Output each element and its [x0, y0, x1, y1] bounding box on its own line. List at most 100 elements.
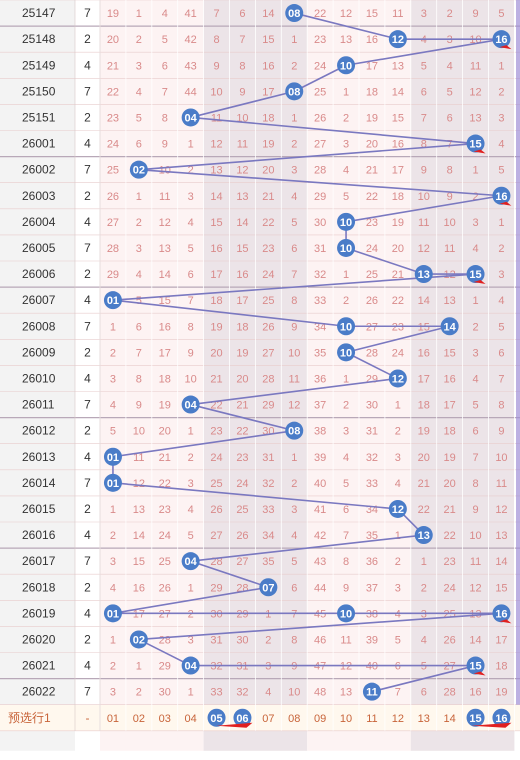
hit-ball	[414, 265, 433, 284]
cell-number: 35	[314, 347, 326, 359]
cell-number: 4	[472, 373, 478, 385]
cell-number: 2	[291, 478, 297, 490]
cell-number: 37	[366, 582, 378, 594]
cell-number: 1	[421, 556, 427, 568]
cell-number: 1	[136, 8, 142, 20]
cell-number: 19	[392, 217, 404, 229]
hit-ball	[466, 656, 485, 675]
cell-number: 24	[314, 60, 326, 72]
hit-ball-label: 10	[340, 608, 352, 620]
cell-number: 19	[159, 400, 171, 412]
cell-number: 18	[366, 86, 378, 98]
cell-number: 10	[418, 191, 430, 203]
hit-ball-label: 12	[392, 34, 404, 46]
cell-number: 7	[213, 8, 219, 20]
hit-ball	[285, 421, 304, 440]
cell-number: 48	[314, 687, 326, 699]
cell-number: 33	[262, 504, 274, 516]
cell-number: 12	[418, 243, 430, 255]
cell-number: 10	[444, 217, 456, 229]
cell-number: 3	[343, 139, 349, 151]
cell-number: 33	[314, 295, 326, 307]
cell-number: 2	[343, 112, 349, 124]
value-label: 2	[84, 632, 91, 646]
hit-ball	[362, 682, 381, 701]
cell-number: 24	[366, 243, 378, 255]
cell-number: 5	[343, 478, 349, 490]
cell-number: 25	[236, 504, 248, 516]
period-label: 26019	[22, 606, 56, 620]
cell-number: 29	[210, 582, 222, 594]
cell-number: 12	[133, 478, 145, 490]
hit-ball	[388, 499, 407, 518]
cell-number: 16	[366, 34, 378, 46]
cell-number: 14	[262, 8, 274, 20]
connector-line-layer	[112, 12, 502, 693]
cell-number: 3	[498, 112, 504, 124]
cell-number: 25	[444, 608, 456, 620]
footer-number: 11	[366, 713, 377, 725]
cell-number: 16	[210, 243, 222, 255]
cell-number: 1	[188, 687, 194, 699]
cell-number: 17	[418, 373, 430, 385]
cell-number: 16	[159, 321, 171, 333]
period-label: 26021	[22, 659, 56, 673]
hit-ball-label: 01	[107, 608, 119, 620]
cell-number: 31	[210, 634, 222, 646]
cell-number: 9	[291, 661, 297, 673]
cell-number: 8	[447, 165, 453, 177]
period-label: 25148	[22, 32, 56, 46]
cell-number: 16	[236, 269, 248, 281]
cell-number: 22	[418, 504, 430, 516]
cell-number: 12	[288, 400, 300, 412]
cell-number: 2	[472, 321, 478, 333]
cell-number: 30	[210, 608, 222, 620]
cell-number: 2	[395, 426, 401, 438]
connector-line	[112, 429, 295, 458]
cell-number: 4	[136, 269, 142, 281]
cell-number: 12	[495, 504, 507, 516]
cell-number: 27	[210, 530, 222, 542]
cell-number: 29	[159, 661, 171, 673]
footer-number: 07	[262, 713, 274, 725]
cell-number: 4	[188, 504, 194, 516]
cell-number: 9	[498, 426, 504, 438]
footer-number: 12	[392, 713, 404, 725]
cell-number: 2	[188, 608, 194, 620]
hit-ball-label: 12	[392, 373, 404, 385]
cell-number: 21	[366, 165, 378, 177]
cell-number: 17	[366, 60, 378, 72]
hit-ball	[103, 291, 122, 310]
cell-number: 1	[343, 269, 349, 281]
value-label: 7	[84, 241, 91, 255]
cell-number: 32	[366, 452, 378, 464]
cell-number: 41	[185, 8, 197, 20]
connector-line	[190, 377, 398, 406]
cell-number: 17	[262, 86, 274, 98]
cell-number: 4	[188, 217, 194, 229]
footer-ball	[492, 708, 511, 727]
cell-number: 20	[444, 478, 456, 490]
cell-number: 5	[472, 400, 478, 412]
cell-number: 11	[211, 112, 222, 124]
cell-number: 30	[236, 634, 248, 646]
cell-number: 17	[236, 295, 248, 307]
cell-number: 6	[395, 661, 401, 673]
cell-number: 18	[418, 400, 430, 412]
cell-number: 2	[291, 139, 297, 151]
footer-number: 02	[133, 713, 145, 725]
cell-number: 3	[343, 426, 349, 438]
cell-number: 5	[188, 243, 194, 255]
cell-number: 32	[314, 269, 326, 281]
cell-number: 35	[366, 530, 378, 542]
hit-ball	[181, 552, 200, 571]
cell-number: 21	[418, 478, 430, 490]
cell-number: 29	[314, 191, 326, 203]
value-label: 4	[84, 371, 91, 385]
period-label: 26013	[22, 450, 56, 464]
cell-number: 18	[444, 426, 456, 438]
footer-ball	[466, 708, 485, 727]
cell-number: 4	[343, 165, 349, 177]
value-label: 2	[84, 110, 91, 124]
